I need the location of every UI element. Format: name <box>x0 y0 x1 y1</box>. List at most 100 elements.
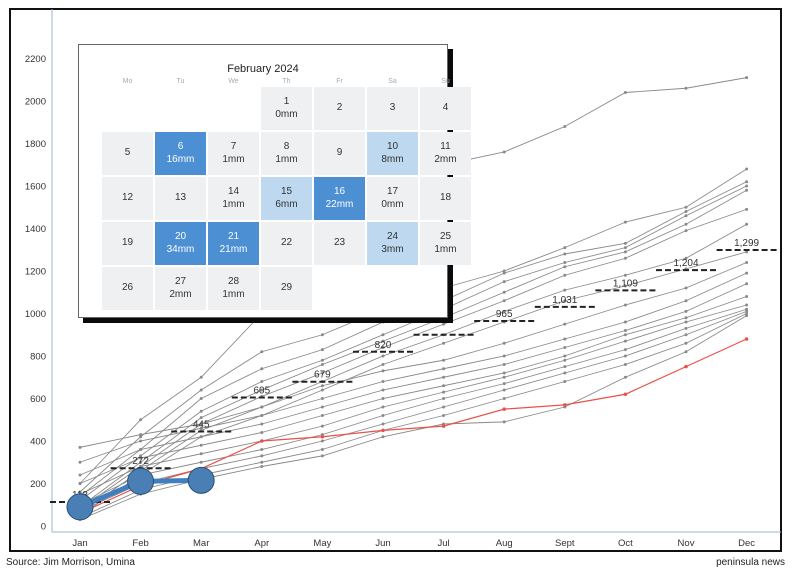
calendar-day: 3 <box>367 87 418 130</box>
history-line-point <box>745 307 749 311</box>
day-rainfall: 6mm <box>275 198 298 210</box>
history-line-point <box>684 256 688 260</box>
history-line-point <box>442 405 446 409</box>
history-line-point <box>502 375 506 379</box>
calendar-day: 28 1mm <box>208 267 259 310</box>
x-tick-label: Jun <box>375 538 390 549</box>
calendar-day: 23 <box>314 222 365 265</box>
day-number: 6 <box>177 141 184 152</box>
calendar-grid: Mo Tu We Th Fr Sa Su 1 0mm 2 3 4 5 6 16mm 7 1mm 8 1mm 9 10 8m… <box>102 78 471 312</box>
history-line-point <box>745 309 749 313</box>
calendar-day: 22 <box>261 222 312 265</box>
calendar-day: 2 <box>314 87 365 130</box>
day-number: 10 <box>386 141 399 152</box>
x-tick-label: Dec <box>738 538 755 549</box>
history-line-point <box>563 288 567 292</box>
x-tick-label: Jan <box>72 538 87 549</box>
calendar-day: 17 0mm <box>367 177 418 220</box>
day-number: 19 <box>121 237 134 249</box>
red-series-line-point <box>441 424 446 428</box>
history-line-point <box>745 184 749 188</box>
calendar-day: 19 <box>102 222 153 265</box>
day-rainfall: 1mm <box>222 288 245 300</box>
history-line-point <box>320 333 324 337</box>
calendar-day: 6 16mm <box>155 132 206 175</box>
calendar-day: 20 34mm <box>155 222 206 265</box>
history-line-point <box>563 252 567 256</box>
calendar-day: 27 2mm <box>155 267 206 310</box>
history-line-point <box>502 363 506 366</box>
history-line-point <box>139 435 143 439</box>
day-rainfall: 1mm <box>275 153 298 165</box>
y-tick-label: 400 <box>30 437 46 448</box>
history-line-point <box>623 320 627 324</box>
calendar-day: 9 <box>314 132 365 175</box>
history-line-point <box>260 431 264 434</box>
history-line-point <box>320 414 324 417</box>
history-line-point <box>684 229 688 233</box>
history-line-point <box>442 390 446 394</box>
history-line-point <box>381 363 385 366</box>
history-line-point <box>623 284 627 288</box>
history-line-point <box>623 329 627 332</box>
history-line-point <box>320 388 324 392</box>
history-line-point <box>381 380 385 383</box>
history-line-point <box>563 371 567 375</box>
history-line-point <box>78 473 82 477</box>
day-rainfall: 21mm <box>219 243 248 255</box>
day-number: 26 <box>121 282 134 294</box>
y-tick-label: 600 <box>30 394 46 405</box>
day-number: 4 <box>442 102 449 114</box>
red-series-line-point <box>563 403 567 407</box>
history-line-point <box>320 348 324 352</box>
day-rainfall: 16mm <box>166 153 195 165</box>
day-number: 28 <box>227 276 240 287</box>
history-line <box>79 283 747 476</box>
history-line-point <box>199 426 203 430</box>
calendar-empty-cell <box>102 87 153 130</box>
weekday-label: Mo <box>122 78 133 85</box>
history-line <box>79 308 747 506</box>
red-series-line-point <box>623 392 628 397</box>
x-tick-label: Oct <box>618 538 633 549</box>
calendar-day: 15 6mm <box>261 177 312 220</box>
day-rainfall: 0mm <box>381 198 404 210</box>
history-line-point <box>563 125 567 128</box>
history-line-point <box>78 460 82 464</box>
y-tick-label: 2200 <box>25 54 46 65</box>
calendar-day: 5 <box>102 132 153 175</box>
x-tick-label: Apr <box>254 538 269 549</box>
history-line-point <box>502 150 506 154</box>
history-line-point <box>139 439 143 443</box>
history-line-point <box>745 76 749 80</box>
history-line-point <box>502 309 506 313</box>
day-rainfall: 22mm <box>325 198 354 210</box>
current-year-marker <box>127 467 155 495</box>
calendar-empty-cell <box>208 87 259 130</box>
history-line-point <box>563 273 567 277</box>
history-line-point <box>442 367 446 371</box>
history-line-point <box>320 384 324 388</box>
history-line-point <box>684 316 688 320</box>
x-tick-label: Feb <box>132 538 148 549</box>
history-line-point <box>139 448 143 451</box>
day-number: 18 <box>439 192 452 204</box>
history-line-point <box>563 246 567 250</box>
history-line-point <box>199 452 203 456</box>
history-line-point <box>745 282 749 286</box>
history-line-point <box>502 290 506 294</box>
history-line-point <box>199 375 203 379</box>
x-tick-label: Jul <box>438 538 450 549</box>
history-line-point <box>139 454 143 458</box>
calendar-empty-cell <box>367 267 418 310</box>
history-line-point <box>199 397 203 400</box>
day-number: 20 <box>174 231 187 242</box>
history-line-point <box>320 405 324 409</box>
red-series-line-point <box>502 407 507 411</box>
history-line-point <box>199 422 203 426</box>
calendar-day: 25 1mm <box>420 222 471 265</box>
history-line-point <box>745 261 749 264</box>
day-rainfall: 0mm <box>275 108 298 120</box>
average-label: 1,109 <box>613 278 638 289</box>
